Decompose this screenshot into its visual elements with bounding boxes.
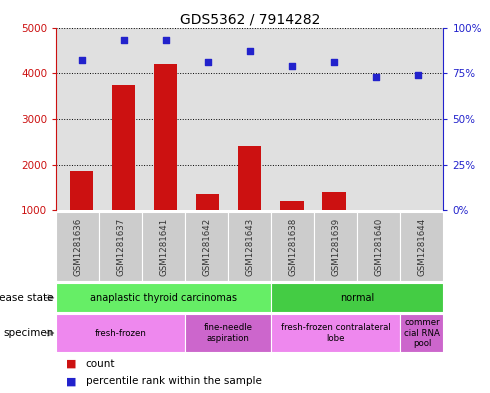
Bar: [99, 212, 143, 281]
Text: GSM1281641: GSM1281641: [159, 217, 169, 276]
Text: GSM1281642: GSM1281642: [202, 217, 211, 276]
Bar: [271, 314, 400, 352]
Text: fresh-frozen contralateral
lobe: fresh-frozen contralateral lobe: [281, 323, 391, 343]
Text: normal: normal: [340, 293, 374, 303]
Text: GSM1281640: GSM1281640: [374, 217, 384, 276]
Bar: [56, 314, 185, 352]
Text: GSM1281636: GSM1281636: [74, 217, 82, 276]
Bar: [238, 146, 262, 256]
Bar: [357, 212, 400, 281]
Bar: [70, 171, 93, 256]
Text: GSM1281643: GSM1281643: [245, 217, 254, 276]
Bar: [112, 84, 135, 256]
Bar: [56, 212, 99, 281]
Text: fine-needle
aspiration: fine-needle aspiration: [204, 323, 253, 343]
Bar: [400, 314, 443, 352]
Text: GSM1281637: GSM1281637: [116, 217, 125, 276]
Bar: [280, 201, 303, 256]
Title: GDS5362 / 7914282: GDS5362 / 7914282: [180, 12, 320, 26]
Text: ■: ■: [66, 376, 76, 386]
Point: [414, 72, 422, 78]
Text: fresh-frozen: fresh-frozen: [95, 329, 147, 338]
Bar: [365, 210, 388, 256]
Point: [246, 48, 254, 54]
Bar: [407, 210, 430, 256]
Bar: [400, 212, 443, 281]
Point: [372, 74, 380, 80]
Text: anaplastic thyroid carcinomas: anaplastic thyroid carcinomas: [90, 293, 237, 303]
Bar: [322, 192, 345, 256]
Point: [330, 59, 338, 65]
Point: [288, 63, 296, 69]
Text: GSM1281644: GSM1281644: [417, 217, 426, 276]
Bar: [271, 283, 443, 312]
Bar: [315, 212, 357, 281]
Text: specimen: specimen: [3, 328, 54, 338]
Bar: [56, 283, 271, 312]
Point: [204, 59, 212, 65]
Text: disease state: disease state: [0, 293, 54, 303]
Text: percentile rank within the sample: percentile rank within the sample: [86, 376, 262, 386]
Bar: [228, 212, 271, 281]
Text: ■: ■: [66, 358, 76, 369]
Text: commer
cial RNA
pool: commer cial RNA pool: [404, 318, 440, 348]
Bar: [196, 194, 220, 256]
Bar: [154, 64, 177, 256]
Text: GSM1281639: GSM1281639: [331, 218, 341, 275]
Point: [78, 57, 86, 64]
Point: [120, 37, 127, 44]
Text: GSM1281638: GSM1281638: [289, 217, 297, 276]
Bar: [271, 212, 315, 281]
Text: count: count: [86, 358, 115, 369]
Point: [162, 37, 170, 44]
Bar: [185, 314, 271, 352]
Bar: [185, 212, 228, 281]
Bar: [143, 212, 185, 281]
